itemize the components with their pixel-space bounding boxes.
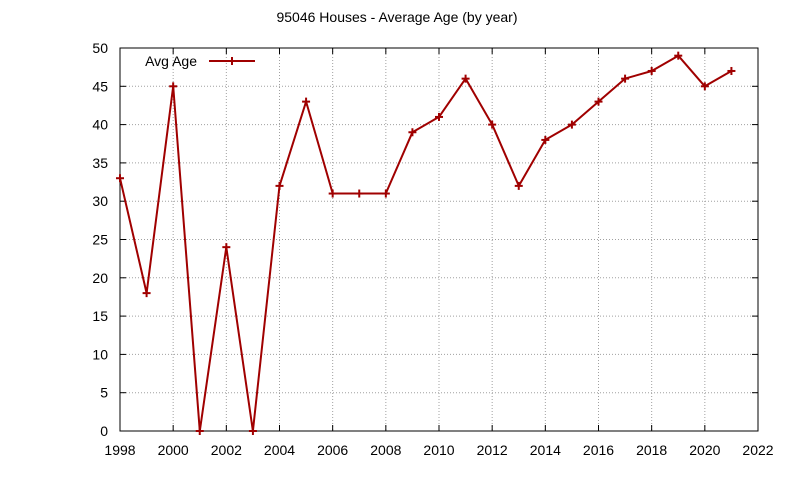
chart-title: 95046 Houses - Average Age (by year) [276, 9, 517, 25]
y-tick-label: 50 [92, 40, 108, 56]
data-point [647, 66, 656, 75]
data-point [514, 181, 523, 190]
data-point [408, 128, 417, 137]
data-point [700, 82, 709, 91]
data-point [541, 135, 550, 144]
grid-lines [120, 48, 758, 431]
y-tick-label: 10 [92, 346, 108, 362]
y-tick-label: 15 [92, 308, 108, 324]
data-point [328, 189, 337, 198]
legend: Avg Age [145, 53, 255, 69]
x-tick-label: 2006 [317, 442, 348, 458]
y-tick-label: 35 [92, 155, 108, 171]
data-point [355, 189, 364, 198]
legend-label: Avg Age [145, 53, 197, 69]
data-point [381, 189, 390, 198]
x-tick-label: 2020 [689, 442, 720, 458]
data-point [435, 112, 443, 121]
y-tick-label: 5 [100, 385, 108, 401]
y-tick-label: 0 [100, 423, 108, 439]
y-tick-label: 45 [92, 78, 108, 94]
data-point [222, 243, 231, 252]
data-point [248, 427, 257, 435]
series-layer [116, 51, 736, 435]
x-tick-label: 2014 [530, 442, 561, 458]
y-tick-label: 30 [92, 193, 108, 209]
x-tick-label: 2008 [370, 442, 401, 458]
x-tick-label: 2004 [264, 442, 295, 458]
data-point [195, 427, 204, 435]
data-point [461, 74, 470, 83]
y-tick-label: 20 [92, 270, 108, 286]
data-point [142, 289, 151, 298]
x-tick-label: 2016 [583, 442, 614, 458]
x-tick-label: 2022 [742, 442, 773, 458]
data-point [594, 97, 603, 106]
data-point [302, 97, 311, 106]
data-point [567, 120, 576, 129]
x-tick-label: 2018 [636, 442, 667, 458]
x-tick-label: 2010 [423, 442, 454, 458]
data-point [621, 74, 630, 83]
x-tick-label: 1998 [104, 442, 135, 458]
data-point [674, 51, 683, 60]
data-point [169, 82, 178, 91]
data-point [116, 174, 124, 183]
series-line [119, 54, 732, 432]
x-tick-label: 2002 [211, 442, 242, 458]
x-tick-label: 2000 [158, 442, 189, 458]
axes: 1998 2000 2002 2004 2006 2008 2010 2012 2014 2016… [92, 40, 773, 458]
data-point [727, 66, 736, 75]
data-point [488, 120, 497, 129]
y-tick-label: 25 [92, 232, 108, 248]
x-tick-label: 2012 [477, 442, 508, 458]
data-point [275, 181, 284, 190]
y-tick-label: 40 [92, 117, 108, 133]
